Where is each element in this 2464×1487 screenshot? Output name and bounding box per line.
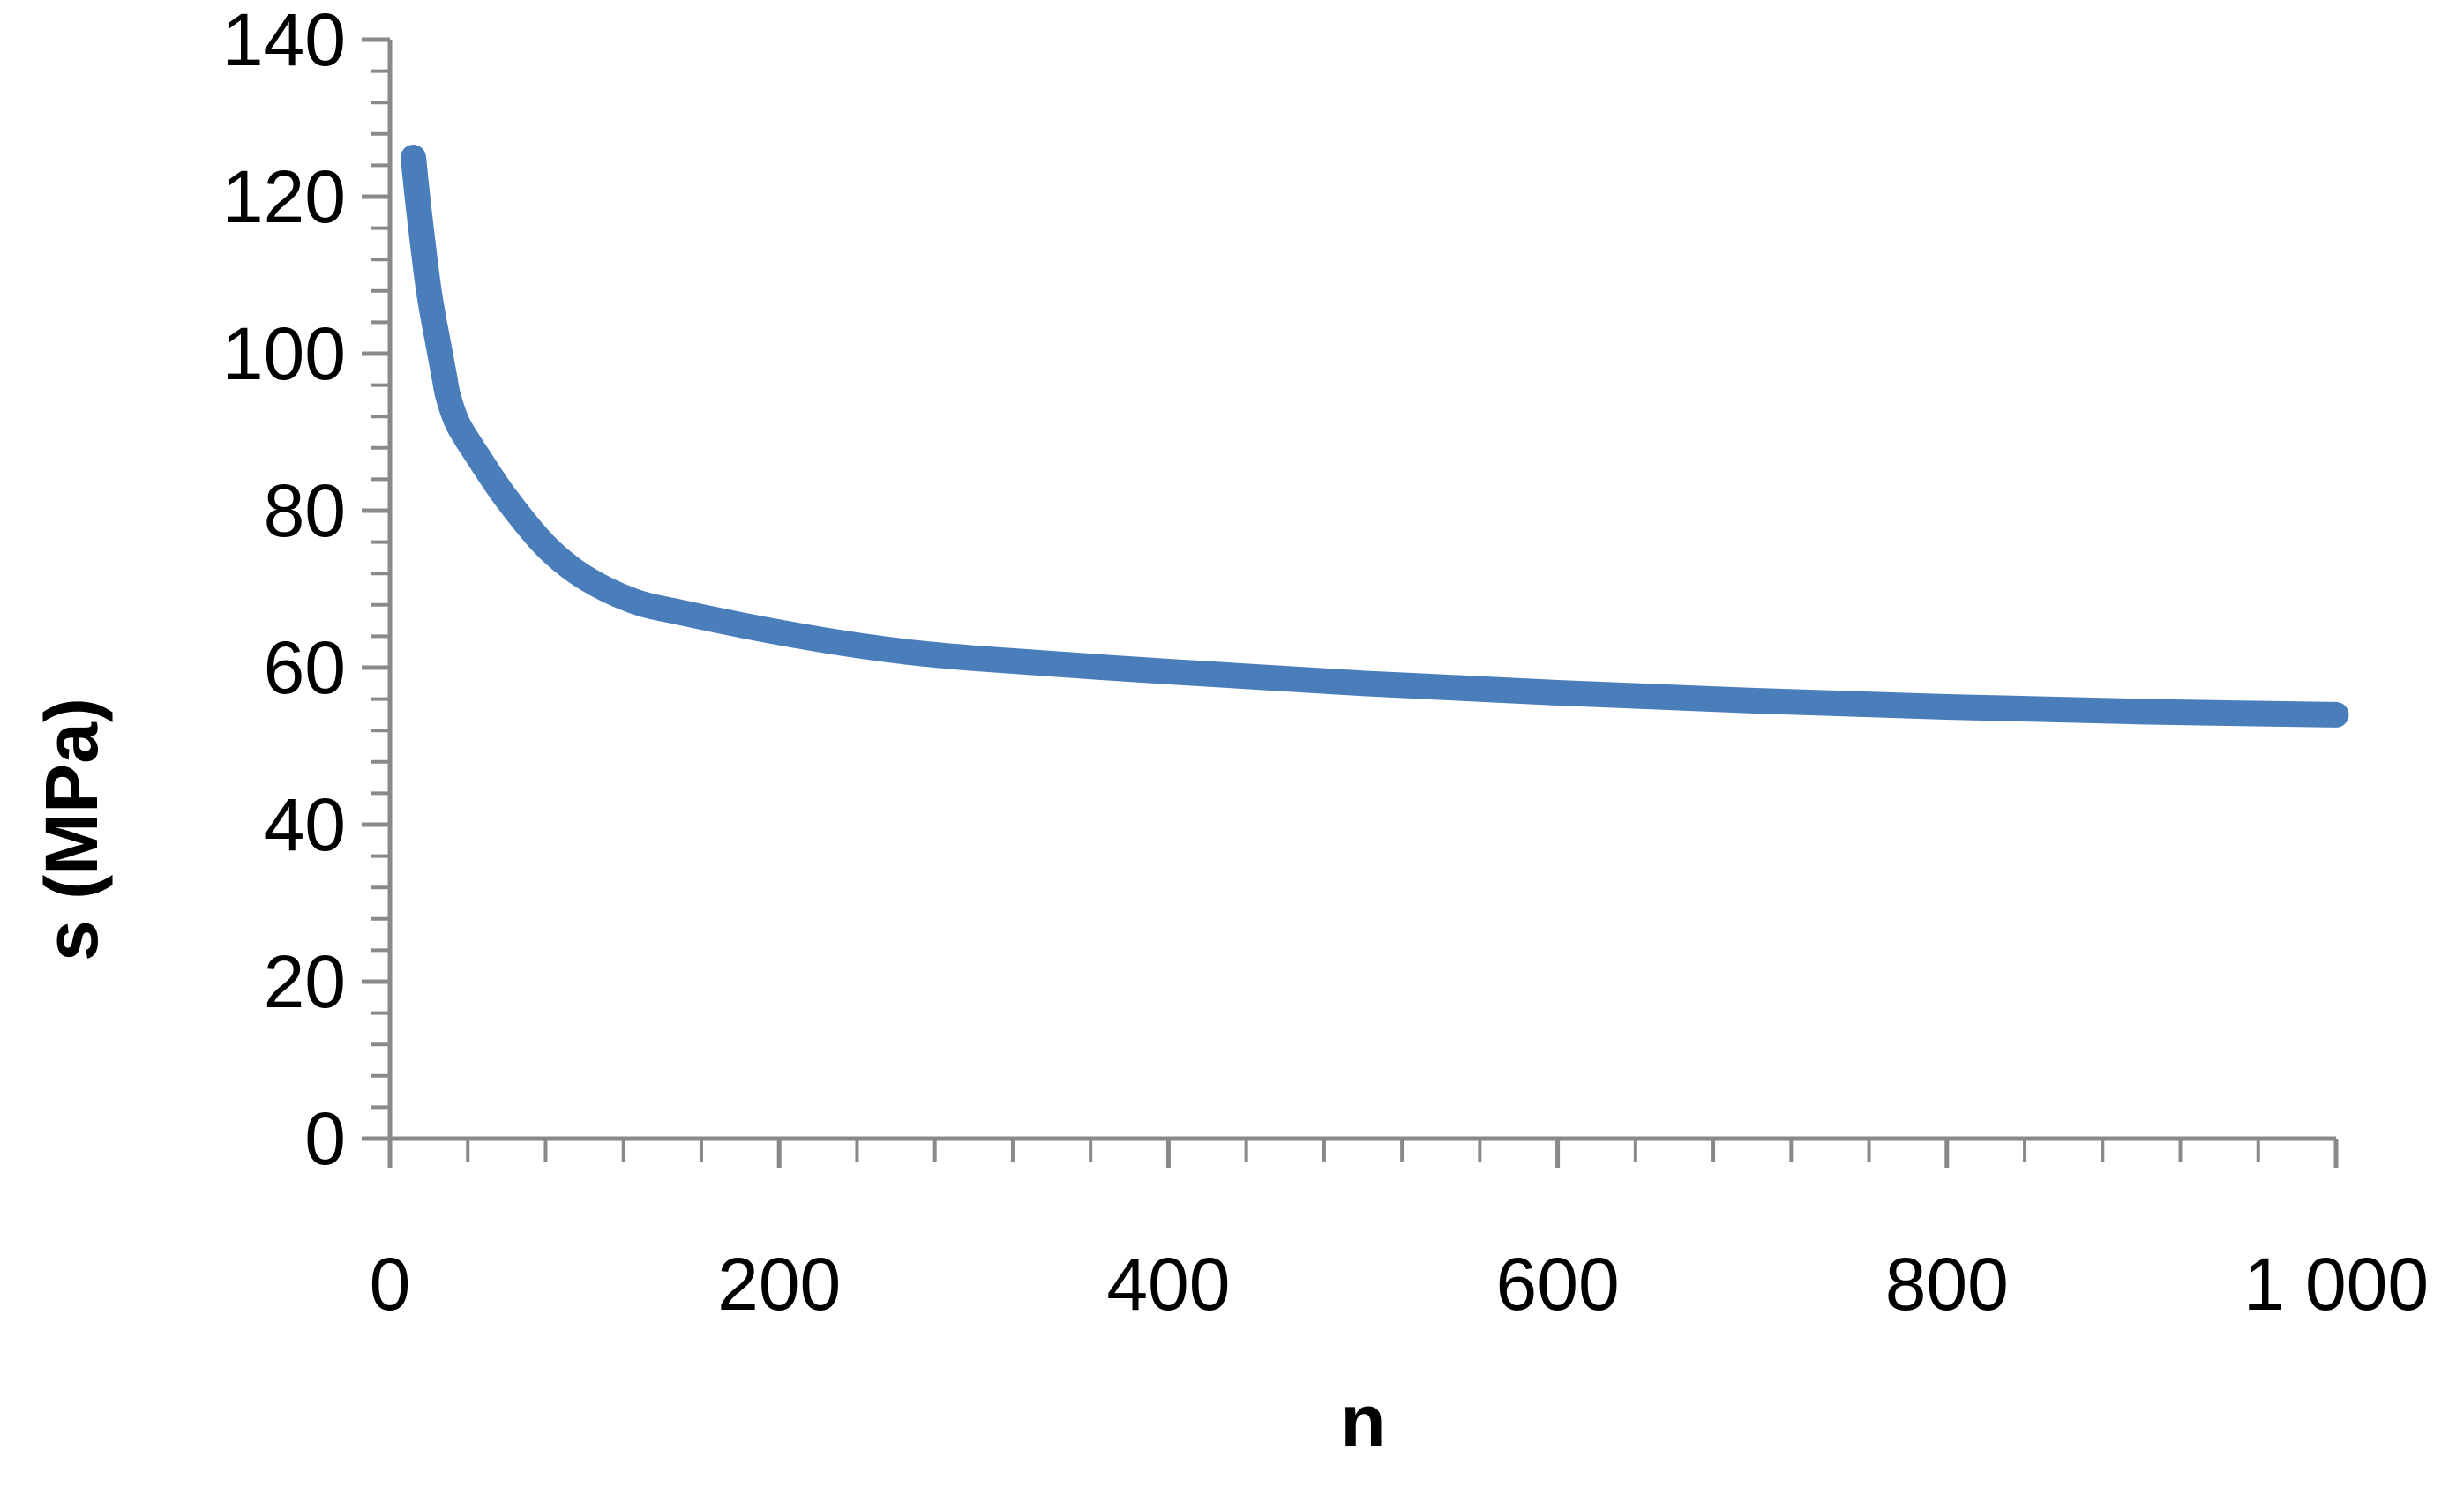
series-group	[400, 145, 2349, 728]
x-tick-label: 200	[717, 1243, 841, 1326]
y-tick-label: 60	[264, 626, 346, 709]
x-tick-label: 400	[1106, 1243, 1230, 1326]
y-tick-label: 20	[264, 940, 346, 1023]
x-tick-label: 0	[370, 1243, 411, 1326]
y-tick-label: 80	[264, 469, 346, 552]
x-axis-ticks	[387, 1139, 2339, 1168]
x-axis-tick-labels: 0 200 400 600 800 1 000	[370, 1243, 2429, 1326]
y-axis-ticks	[362, 37, 390, 1141]
y-tick-label: 0	[304, 1097, 346, 1180]
y-tick-label: 120	[222, 155, 346, 238]
y-tick-label: 140	[222, 0, 346, 81]
y-tick-label: 40	[264, 783, 346, 866]
y-tick-label: 100	[222, 312, 346, 395]
x-tick-label: 1 000	[2243, 1243, 2429, 1326]
y-axis-title: s (MPa)	[30, 698, 113, 961]
series-line	[400, 145, 2349, 728]
x-tick-label: 600	[1496, 1243, 1620, 1326]
y-axis-tick-labels: 0 20 40 60 80 100 120 140	[222, 0, 346, 1180]
x-tick-label: 800	[1885, 1243, 2009, 1326]
x-axis-title: n	[1340, 1379, 1385, 1462]
